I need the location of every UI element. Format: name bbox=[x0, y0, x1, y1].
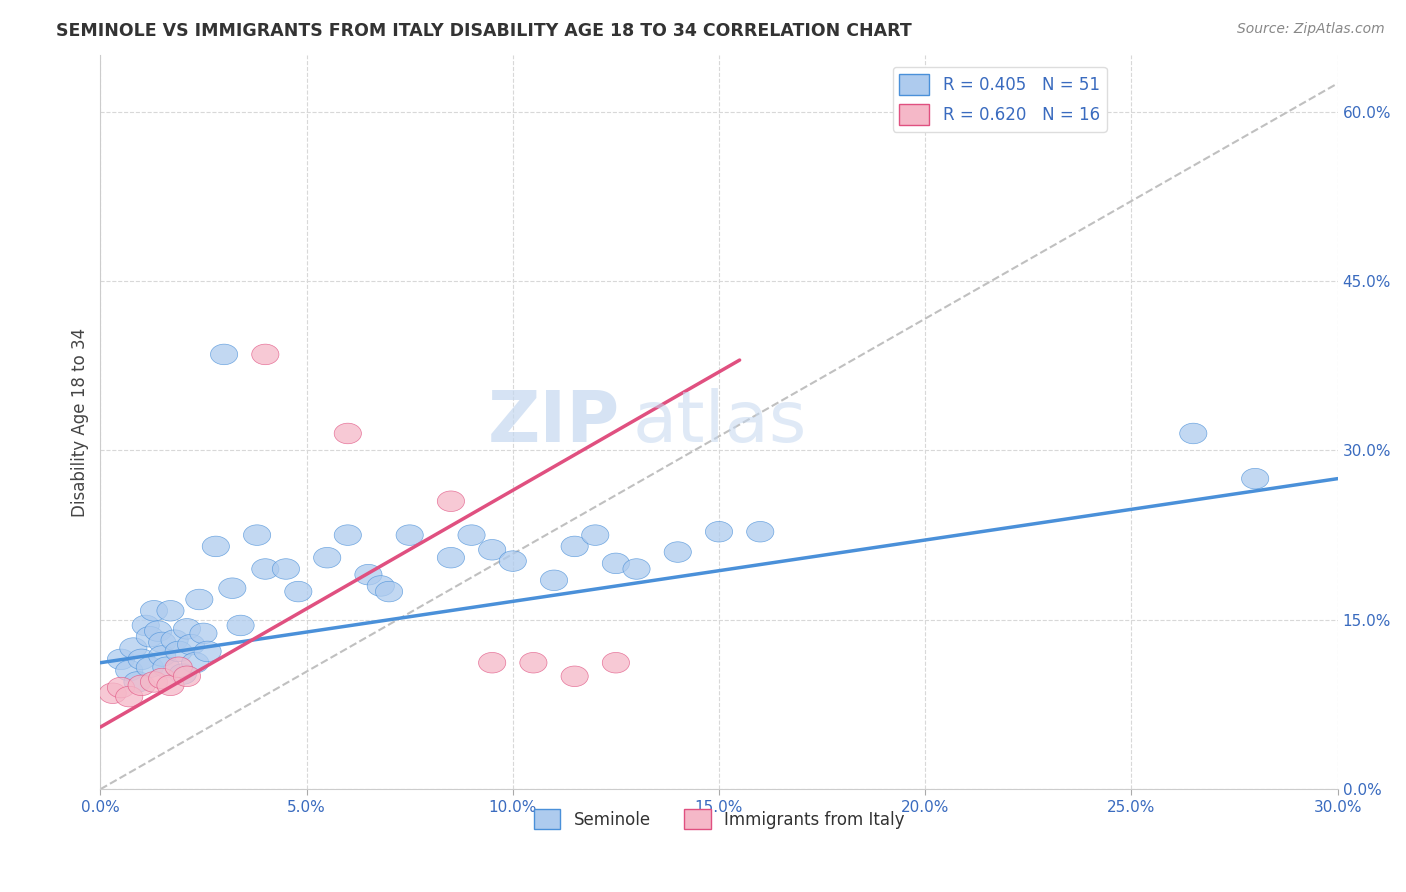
Text: atlas: atlas bbox=[633, 388, 807, 457]
Ellipse shape bbox=[437, 491, 464, 511]
Ellipse shape bbox=[478, 540, 506, 560]
Ellipse shape bbox=[520, 652, 547, 673]
Ellipse shape bbox=[367, 575, 395, 596]
Ellipse shape bbox=[157, 600, 184, 621]
Ellipse shape bbox=[664, 541, 692, 562]
Ellipse shape bbox=[149, 646, 176, 666]
Ellipse shape bbox=[747, 522, 773, 542]
Ellipse shape bbox=[1180, 423, 1206, 443]
Ellipse shape bbox=[396, 524, 423, 545]
Ellipse shape bbox=[107, 649, 135, 670]
Ellipse shape bbox=[561, 536, 588, 557]
Ellipse shape bbox=[375, 582, 402, 602]
Ellipse shape bbox=[478, 652, 506, 673]
Ellipse shape bbox=[165, 641, 193, 662]
Ellipse shape bbox=[181, 652, 209, 673]
Ellipse shape bbox=[177, 634, 205, 655]
Ellipse shape bbox=[115, 686, 143, 706]
Ellipse shape bbox=[145, 621, 172, 641]
Ellipse shape bbox=[273, 558, 299, 579]
Ellipse shape bbox=[132, 615, 159, 636]
Ellipse shape bbox=[190, 624, 217, 644]
Ellipse shape bbox=[561, 666, 588, 687]
Ellipse shape bbox=[582, 524, 609, 545]
Ellipse shape bbox=[202, 536, 229, 557]
Legend: Seminole, Immigrants from Italy: Seminole, Immigrants from Italy bbox=[527, 802, 911, 836]
Ellipse shape bbox=[243, 524, 271, 545]
Ellipse shape bbox=[226, 615, 254, 636]
Ellipse shape bbox=[458, 524, 485, 545]
Ellipse shape bbox=[120, 638, 148, 658]
Ellipse shape bbox=[149, 632, 176, 653]
Ellipse shape bbox=[540, 570, 568, 591]
Ellipse shape bbox=[499, 551, 526, 572]
Ellipse shape bbox=[173, 618, 201, 640]
Ellipse shape bbox=[437, 548, 464, 568]
Ellipse shape bbox=[1241, 468, 1268, 489]
Text: Source: ZipAtlas.com: Source: ZipAtlas.com bbox=[1237, 22, 1385, 37]
Ellipse shape bbox=[706, 522, 733, 542]
Ellipse shape bbox=[128, 675, 155, 696]
Ellipse shape bbox=[252, 558, 278, 579]
Ellipse shape bbox=[169, 664, 197, 684]
Ellipse shape bbox=[136, 657, 163, 678]
Ellipse shape bbox=[124, 672, 150, 692]
Ellipse shape bbox=[211, 344, 238, 365]
Ellipse shape bbox=[314, 548, 340, 568]
Ellipse shape bbox=[149, 668, 176, 689]
Ellipse shape bbox=[602, 652, 630, 673]
Ellipse shape bbox=[186, 590, 212, 610]
Ellipse shape bbox=[107, 677, 135, 698]
Ellipse shape bbox=[354, 565, 382, 585]
Ellipse shape bbox=[173, 666, 201, 687]
Ellipse shape bbox=[136, 626, 163, 647]
Ellipse shape bbox=[623, 558, 650, 579]
Ellipse shape bbox=[157, 675, 184, 696]
Ellipse shape bbox=[160, 630, 188, 650]
Y-axis label: Disability Age 18 to 34: Disability Age 18 to 34 bbox=[72, 327, 89, 516]
Ellipse shape bbox=[141, 672, 167, 692]
Ellipse shape bbox=[335, 423, 361, 443]
Ellipse shape bbox=[194, 641, 221, 662]
Ellipse shape bbox=[153, 657, 180, 678]
Ellipse shape bbox=[141, 600, 167, 621]
Ellipse shape bbox=[98, 683, 127, 704]
Text: ZIP: ZIP bbox=[488, 388, 620, 457]
Ellipse shape bbox=[335, 524, 361, 545]
Ellipse shape bbox=[128, 649, 155, 670]
Ellipse shape bbox=[165, 657, 193, 678]
Text: SEMINOLE VS IMMIGRANTS FROM ITALY DISABILITY AGE 18 TO 34 CORRELATION CHART: SEMINOLE VS IMMIGRANTS FROM ITALY DISABI… bbox=[56, 22, 912, 40]
Ellipse shape bbox=[115, 660, 143, 681]
Ellipse shape bbox=[252, 344, 278, 365]
Ellipse shape bbox=[219, 578, 246, 599]
Ellipse shape bbox=[284, 582, 312, 602]
Ellipse shape bbox=[602, 553, 630, 574]
